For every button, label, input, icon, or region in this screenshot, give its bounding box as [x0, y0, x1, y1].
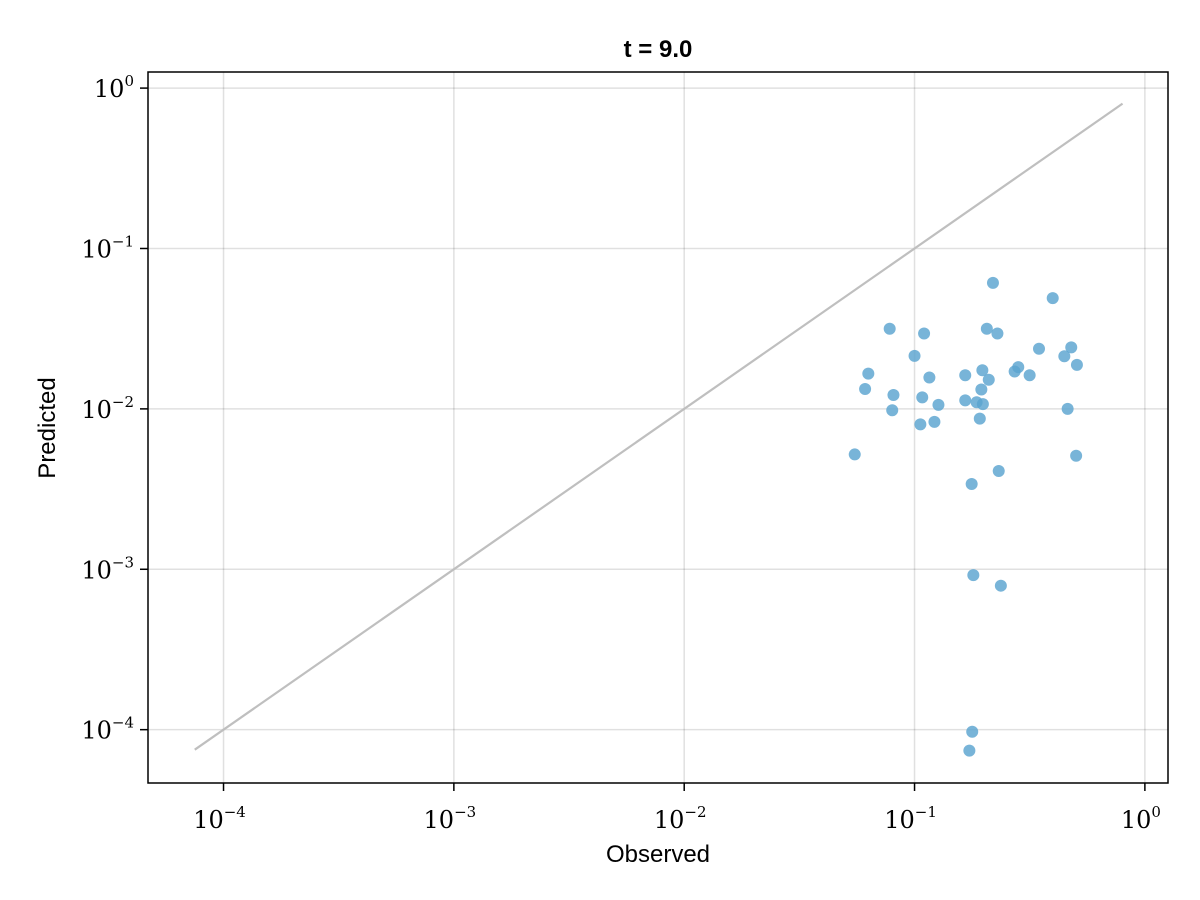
- axis-ticks: [140, 87, 1146, 791]
- data-point: [976, 364, 989, 377]
- data-point: [932, 398, 945, 411]
- grid: [148, 72, 1168, 783]
- data-point: [991, 327, 1004, 340]
- y-tick-label: 10−3: [81, 553, 134, 584]
- data-point: [859, 383, 872, 396]
- x-tick-label: 10−2: [654, 803, 707, 834]
- y-tick-base: 10: [81, 717, 112, 745]
- data-point: [1058, 350, 1071, 363]
- data-point: [994, 579, 1007, 592]
- x-tick-label: 10−4: [193, 803, 246, 834]
- data-point: [916, 391, 929, 404]
- x-tick-label: 100: [1121, 803, 1161, 834]
- x-tick-base: 10: [193, 806, 224, 834]
- x-tick-exponent: −3: [454, 803, 476, 821]
- data-point: [883, 322, 896, 335]
- data-point: [1023, 369, 1036, 382]
- data-point: [914, 418, 927, 431]
- x-tick-base: 10: [884, 806, 915, 834]
- x-tick-labels: 10−4 10−3 10−2 10−1 100: [193, 803, 1161, 834]
- y-tick-label: 10−4: [81, 714, 134, 745]
- y-tick-exponent: −2: [112, 393, 134, 411]
- y-tick-base: 10: [81, 396, 112, 424]
- x-axis-label: Observed: [606, 841, 710, 868]
- data-point: [982, 373, 995, 386]
- data-point: [1065, 341, 1078, 354]
- data-point: [1033, 342, 1046, 355]
- data-point: [1046, 292, 1059, 305]
- x-tick-exponent: −2: [684, 803, 706, 821]
- y-tick-base: 10: [81, 556, 112, 584]
- data-point: [963, 744, 976, 757]
- identity-reference-line: [194, 102, 1124, 751]
- plot-frame: [147, 71, 1169, 784]
- x-tick-exponent: 0: [1151, 803, 1161, 821]
- data-point: [975, 383, 988, 396]
- data-point: [923, 371, 936, 384]
- y-tick-label: 10−2: [81, 393, 134, 424]
- data-point: [959, 369, 972, 382]
- y-tick-exponent: −4: [112, 714, 134, 732]
- y-tick-label: 100: [94, 72, 134, 103]
- x-tick-exponent: −4: [224, 803, 246, 821]
- x-tick-base: 10: [654, 806, 685, 834]
- data-point: [959, 394, 972, 407]
- data-point: [887, 389, 900, 402]
- data-point: [967, 569, 980, 582]
- data-point: [965, 478, 978, 491]
- data-point: [908, 349, 921, 362]
- data-point: [976, 398, 989, 411]
- y-axis-label: Predicted: [34, 377, 61, 478]
- y-tick-base: 10: [94, 75, 125, 103]
- x-tick-base: 10: [1121, 806, 1152, 834]
- x-tick-label: 10−1: [884, 803, 937, 834]
- data-point: [1061, 402, 1074, 415]
- x-tick-exponent: −1: [915, 803, 937, 821]
- y-tick-exponent: −1: [112, 232, 134, 250]
- y-tick-exponent: 0: [124, 72, 134, 90]
- data-point: [886, 404, 899, 417]
- y-tick-label: 10−1: [81, 232, 134, 263]
- data-point: [928, 415, 941, 428]
- data-point: [973, 412, 986, 425]
- x-tick-base: 10: [424, 806, 455, 834]
- x-tick-label: 10−3: [424, 803, 477, 834]
- data-point: [1070, 358, 1083, 371]
- data-point: [848, 448, 861, 461]
- data-point: [986, 276, 999, 289]
- data-point: [966, 725, 979, 738]
- data-point: [1012, 361, 1025, 374]
- data-point: [992, 464, 1005, 477]
- data-point: [1070, 449, 1083, 462]
- data-point: [918, 327, 931, 340]
- data-point: [980, 322, 993, 335]
- chart-title: t = 9.0: [624, 36, 693, 63]
- data-points: [848, 276, 1083, 757]
- data-point: [862, 367, 875, 380]
- y-tick-exponent: −3: [112, 553, 134, 571]
- y-tick-base: 10: [81, 235, 112, 263]
